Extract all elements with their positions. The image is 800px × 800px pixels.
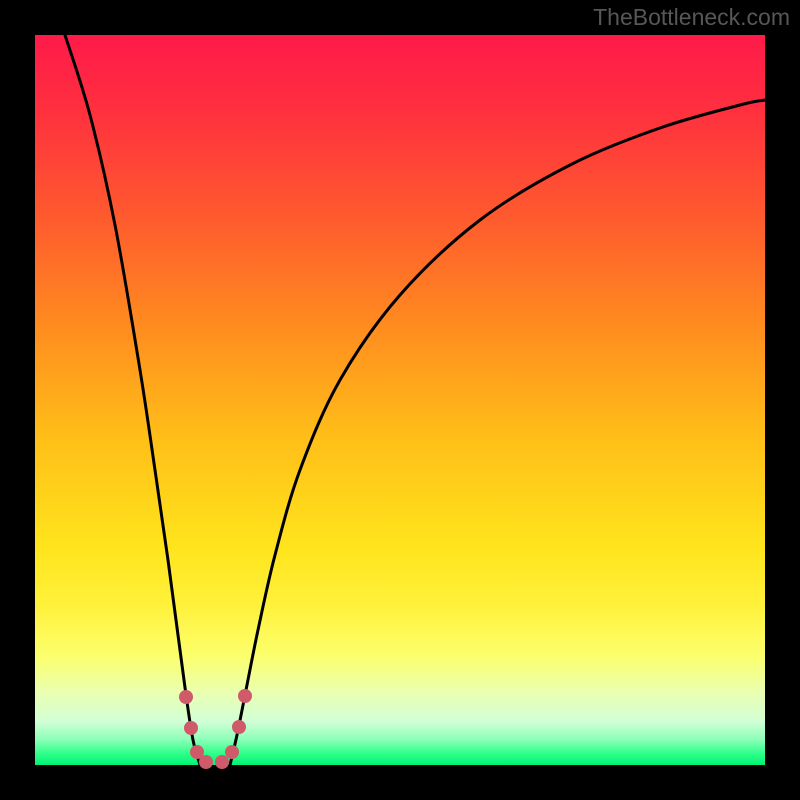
marker-dot [199,755,213,769]
marker-dot [225,745,239,759]
marker-dot [232,720,246,734]
marker-dot [184,721,198,735]
marker-dot [238,689,252,703]
chart-svg [0,0,800,800]
watermark-text: TheBottleneck.com [593,4,790,31]
root: TheBottleneck.com [0,0,800,800]
marker-dot [179,690,193,704]
marker-dot [215,755,229,769]
